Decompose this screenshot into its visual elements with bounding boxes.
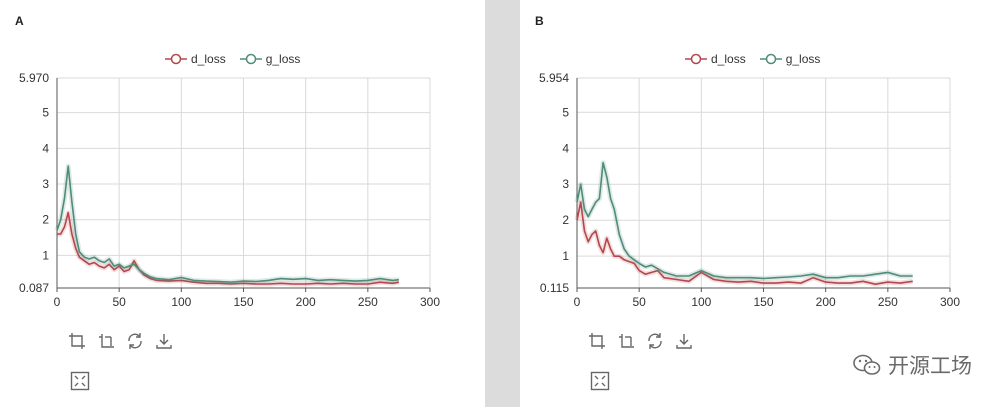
legend-item-d-loss[interactable]: d_loss bbox=[685, 52, 746, 66]
y-tick-label: 4 bbox=[42, 141, 49, 155]
series-band-d-loss bbox=[574, 199, 914, 287]
x-tick-label: 300 bbox=[940, 295, 960, 309]
x-tick-label: 200 bbox=[816, 295, 836, 309]
legend: d_loss g_loss bbox=[685, 50, 834, 68]
x-tick-label: 0 bbox=[574, 295, 581, 309]
legend-label: d_loss bbox=[191, 52, 226, 66]
x-tick-label: 50 bbox=[112, 295, 126, 309]
x-tick-label: 250 bbox=[358, 295, 378, 309]
panel-divider bbox=[485, 0, 520, 407]
restore-icon[interactable] bbox=[644, 330, 666, 352]
legend: d_loss g_loss bbox=[165, 50, 314, 68]
wechat-logo-icon bbox=[853, 354, 881, 375]
fullscreen-icon[interactable] bbox=[69, 370, 91, 392]
x-tick-label: 100 bbox=[691, 295, 711, 309]
y-tick-label: 5 bbox=[42, 106, 49, 120]
x-tick-label: 150 bbox=[233, 295, 253, 309]
chart-toolbar bbox=[586, 330, 702, 352]
legend-label: d_loss bbox=[711, 52, 746, 66]
chart-panel-b: B d_loss g_loss 0 50 100 150 200 250 300 0.115 1… bbox=[520, 0, 1000, 407]
y-tick-label: 5.970 bbox=[19, 71, 49, 85]
panel-label: B bbox=[535, 14, 544, 28]
y-tick-label: 1 bbox=[562, 249, 569, 263]
x-tick-label: 100 bbox=[171, 295, 191, 309]
download-icon[interactable] bbox=[153, 330, 175, 352]
x-tick-label: 250 bbox=[878, 295, 898, 309]
series-line-d-loss[interactable] bbox=[57, 211, 400, 285]
legend-item-g-loss[interactable]: g_loss bbox=[239, 52, 301, 66]
x-tick-label: 50 bbox=[632, 295, 646, 309]
zoom-reset-icon[interactable] bbox=[95, 330, 117, 352]
x-tick-label: 300 bbox=[420, 295, 440, 309]
restore-icon[interactable] bbox=[124, 330, 146, 352]
legend-swatch-g-loss-icon bbox=[239, 53, 262, 65]
y-tick-label: 5 bbox=[562, 105, 569, 119]
x-tick-label: 150 bbox=[753, 295, 773, 309]
series-line-g-loss[interactable] bbox=[576, 161, 913, 280]
legend-label: g_loss bbox=[265, 52, 301, 66]
series-band-d-loss bbox=[57, 210, 400, 287]
zoom-select-icon[interactable] bbox=[586, 330, 608, 352]
watermark: 开源工场 bbox=[852, 350, 972, 380]
zoom-select-icon[interactable] bbox=[66, 330, 88, 352]
y-tick-label: 5.954 bbox=[539, 71, 569, 85]
y-tick-label: 2 bbox=[42, 213, 49, 227]
legend-item-d-loss[interactable]: d_loss bbox=[165, 52, 226, 66]
legend-label: g_loss bbox=[785, 52, 821, 66]
series-line-g-loss[interactable] bbox=[56, 165, 399, 283]
legend-item-g-loss[interactable]: g_loss bbox=[759, 52, 821, 66]
chart-toolbar bbox=[66, 330, 182, 352]
fullscreen-icon[interactable] bbox=[589, 370, 611, 392]
legend-swatch-g-loss-icon bbox=[759, 53, 782, 65]
chart-plot-b[interactable]: 0 50 100 150 200 250 300 0.115 1 2 3 4 5 5.954 bbox=[520, 70, 990, 310]
y-tick-label: 4 bbox=[562, 141, 569, 155]
x-tick-label: 0 bbox=[54, 295, 61, 309]
legend-swatch-d-loss-icon bbox=[165, 53, 187, 65]
y-tick-label: 0.115 bbox=[540, 281, 569, 295]
y-tick-label: 3 bbox=[42, 177, 49, 191]
chart-plot-a[interactable]: 0 50 100 150 200 250 300 0.087 1 2 3 4 5 5.970 bbox=[0, 70, 470, 310]
chart-panel-a: A d_loss g_loss 0 50 100 150 200 250 300 0.087 1… bbox=[0, 0, 480, 407]
legend-swatch-d-loss-icon bbox=[685, 53, 707, 65]
zoom-reset-icon[interactable] bbox=[615, 330, 637, 352]
y-tick-label: 0.087 bbox=[19, 281, 49, 295]
x-tick-label: 200 bbox=[296, 295, 316, 309]
watermark-text: 开源工场 bbox=[888, 354, 972, 378]
download-icon[interactable] bbox=[673, 330, 695, 352]
y-tick-label: 1 bbox=[42, 248, 49, 262]
y-tick-label: 2 bbox=[562, 213, 569, 227]
panel-label: A bbox=[15, 14, 24, 28]
series-line-d-loss[interactable] bbox=[576, 201, 913, 285]
y-tick-label: 3 bbox=[562, 177, 569, 191]
